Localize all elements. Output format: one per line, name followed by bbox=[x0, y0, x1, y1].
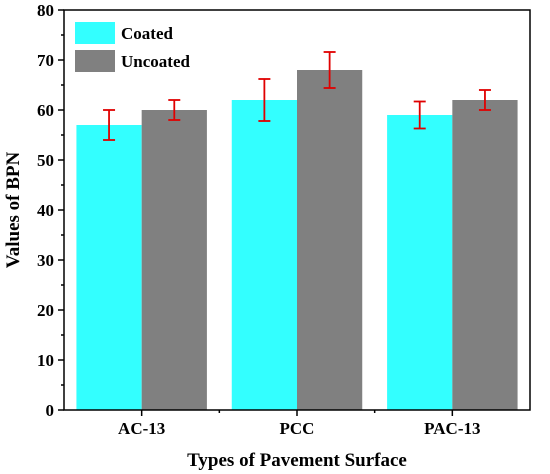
y-tick-label: 70 bbox=[37, 51, 54, 70]
x-tick-label: AC-13 bbox=[118, 419, 165, 438]
y-tick-label: 60 bbox=[37, 101, 54, 120]
error-bar bbox=[103, 109, 116, 141]
y-tick-label: 10 bbox=[37, 351, 54, 370]
bar-coated-pcc bbox=[231, 100, 297, 410]
legend-label-coated: Coated bbox=[121, 24, 173, 43]
error-bar bbox=[413, 100, 426, 130]
error-bar bbox=[258, 78, 271, 122]
legend-swatch-coated bbox=[75, 22, 115, 44]
error-bar bbox=[478, 89, 491, 111]
bar-uncoated-pac-13 bbox=[452, 100, 518, 410]
bar-coated-ac-13 bbox=[76, 125, 142, 410]
bar-uncoated-pcc bbox=[297, 70, 363, 410]
error-bar bbox=[323, 51, 336, 89]
y-tick-label: 80 bbox=[37, 1, 54, 20]
y-axis-title: Values of BPN bbox=[3, 151, 24, 268]
y-tick-label: 40 bbox=[37, 201, 54, 220]
y-tick-label: 50 bbox=[37, 151, 54, 170]
bar-coated-pac-13 bbox=[387, 115, 453, 410]
bar-uncoated-ac-13 bbox=[141, 110, 207, 410]
error-bars-layer bbox=[103, 51, 491, 141]
error-bar bbox=[168, 99, 181, 121]
y-tick-label: 0 bbox=[46, 401, 55, 420]
y-tick-label: 20 bbox=[37, 301, 54, 320]
y-tick-label: 30 bbox=[37, 251, 54, 270]
x-tick-label: PCC bbox=[280, 419, 315, 438]
x-tick-label: PAC-13 bbox=[424, 419, 480, 438]
x-axis: AC-13 PCC PAC-13 bbox=[118, 410, 481, 438]
x-axis-title: Types of Pavement Surface bbox=[187, 450, 407, 471]
bars-layer bbox=[76, 70, 518, 410]
legend-swatch-uncoated bbox=[75, 50, 115, 72]
legend-label-uncoated: Uncoated bbox=[121, 52, 190, 71]
y-axis: 0 10 20 30 40 50 60 70 80 bbox=[37, 1, 64, 420]
legend: Coated Uncoated bbox=[75, 22, 190, 72]
